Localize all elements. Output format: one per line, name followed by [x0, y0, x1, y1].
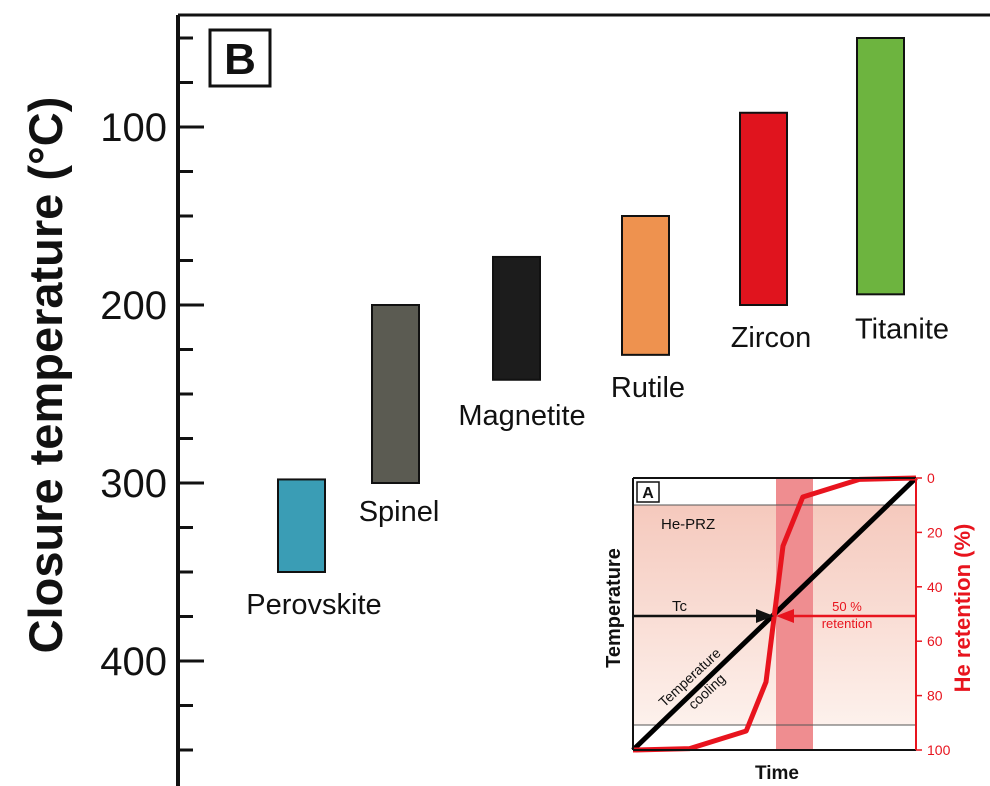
y-tick-label: 100 — [100, 106, 167, 150]
right-tick-group: 0 20 40 60 80 100 — [916, 470, 951, 758]
right-tick-label: 100 — [927, 742, 951, 758]
y-tick-label: 200 — [100, 284, 167, 328]
bar-label: Rutile — [611, 372, 685, 404]
y-axis-title: Closure temperature (°C) — [19, 97, 72, 654]
range-bar-group: Perovskite Spinel Magnetite Rutile Zircon Tit… — [246, 37, 949, 621]
range-bar — [492, 255, 541, 381]
right-tick-label: 80 — [927, 688, 943, 704]
range-bar — [856, 37, 905, 296]
inset-right-label: He retention (%) — [950, 524, 975, 693]
range-bar — [739, 111, 788, 307]
y-tick-group — [178, 36, 204, 752]
panel-a-label-box — [636, 481, 660, 503]
bar-label: Magnetite — [458, 400, 585, 432]
inset-series-group — [631, 475, 918, 753]
inset-series-line — [632, 475, 917, 753]
tc-arrowhead — [756, 609, 774, 623]
inset-x-label: Time — [755, 763, 799, 784]
right-tick-label: 40 — [927, 579, 943, 595]
retention-arrowhead — [776, 609, 794, 623]
y-tick-label: 400 — [100, 640, 167, 684]
retention-label: 50 % — [832, 599, 862, 614]
tc-label: Tc — [672, 598, 688, 615]
inset-left-label: Temperature — [603, 548, 625, 668]
bar-label: Titanite — [855, 313, 949, 345]
range-bar — [621, 215, 670, 356]
y-tick-label-group: 100 200 300 400 — [100, 106, 167, 684]
panel-a-label-text: A — [642, 485, 654, 502]
panel-b-label-text: B — [224, 35, 256, 84]
bar-label: Perovskite — [246, 589, 381, 621]
retention-label-2: retention — [822, 616, 873, 631]
bar-label: Zircon — [731, 322, 812, 354]
range-bar — [277, 478, 326, 573]
bar-label: Spinel — [359, 496, 440, 528]
panel-b-label-box — [208, 28, 272, 88]
panel-b-label: B — [208, 28, 272, 88]
inset-chart: He-PRZ Tc 50 % retention Temperature coo… — [603, 470, 975, 784]
range-bar — [371, 304, 420, 484]
y-tick-label: 300 — [100, 462, 167, 506]
panel-a-label: A — [636, 481, 660, 503]
he-prz-label: He-PRZ — [661, 516, 715, 533]
right-tick-label: 60 — [927, 633, 943, 649]
right-tick-label: 20 — [927, 524, 943, 540]
right-tick-label: 0 — [927, 470, 935, 486]
